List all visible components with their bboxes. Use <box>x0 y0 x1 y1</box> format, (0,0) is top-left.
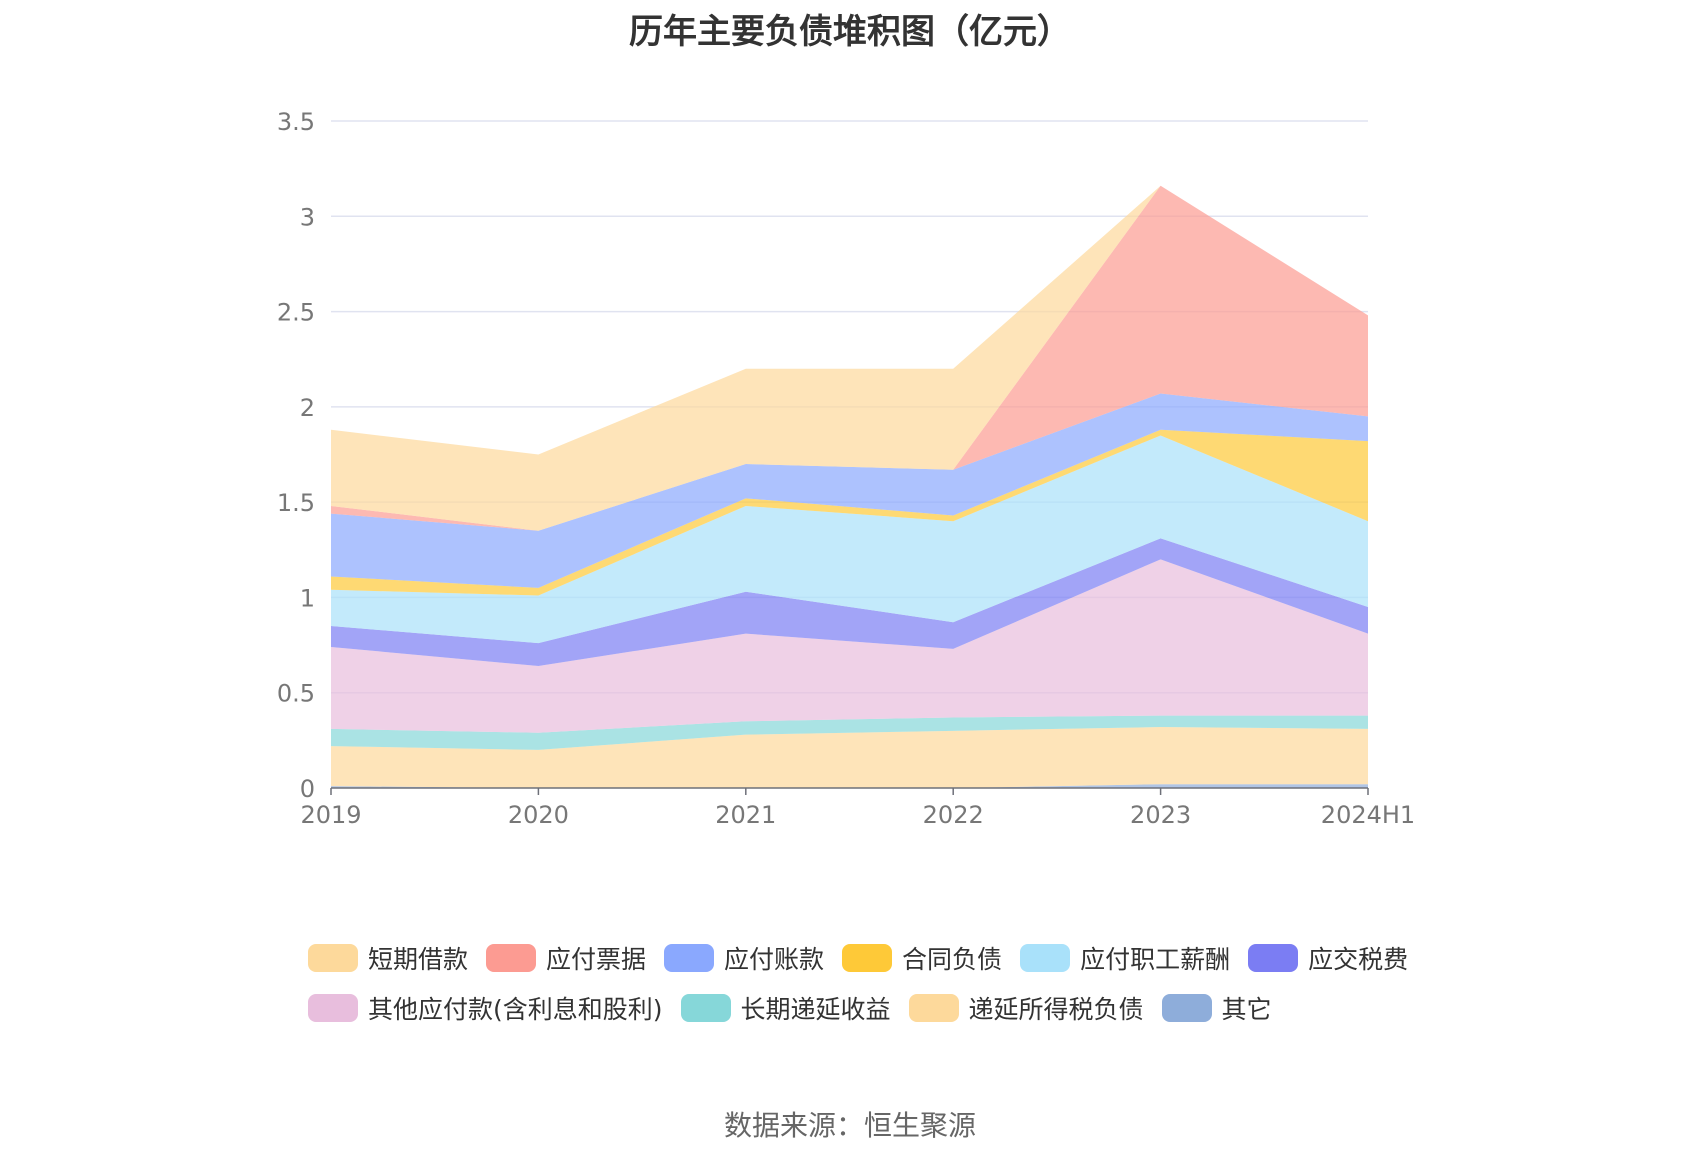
x-tick-label: 2022 <box>923 801 984 829</box>
area-series-9 <box>331 727 1368 788</box>
x-tick-label: 2020 <box>508 801 569 829</box>
legend-item[interactable]: 应付账款 <box>664 940 824 976</box>
legend-label: 应付账款 <box>724 945 825 974</box>
legend-item[interactable]: 合同负债 <box>842 940 1002 976</box>
legend-label: 递延所得税负债 <box>968 995 1144 1024</box>
legend-label: 应交税费 <box>1308 945 1409 974</box>
legend-label: 应付票据 <box>546 945 647 974</box>
legend-item[interactable]: 应付票据 <box>486 940 646 976</box>
area-series-1 <box>331 185 1368 531</box>
chart-title: 历年主要负债堆积图（亿元） <box>629 12 1071 52</box>
legend: 短期借款 应付票据 应付账款 合同负债 应付职工薪酬 应交税费其他应付款(含利息和股利) 长… <box>308 940 1468 1026</box>
area-series-7 <box>331 559 1368 733</box>
legend-item[interactable]: 应交税费 <box>1248 940 1408 976</box>
area-series-10 <box>331 784 1368 788</box>
source-note: 数据来源：恒生聚源 <box>723 1109 976 1142</box>
legend-item[interactable]: 应付职工薪酬 <box>1020 940 1230 976</box>
legend-swatch <box>908 994 959 1022</box>
legend-item[interactable]: 递延所得税负债 <box>908 990 1144 1026</box>
legend-swatch <box>486 944 537 972</box>
x-tick-label: 2024H1 <box>1321 801 1415 829</box>
legend-swatch <box>1020 944 1071 972</box>
area-series-2 <box>331 185 1368 531</box>
y-tick-label: 1 <box>300 584 315 612</box>
axes: 0 0.5 1 1.5 2 2.5 3 3.5 2019 2020 2021 2022 2023 2024… <box>277 108 1415 829</box>
area-series-group <box>331 185 1368 788</box>
y-tick-label: 3 <box>300 203 315 231</box>
legend-label: 应付职工薪酬 <box>1080 945 1231 974</box>
legend-label: 合同负债 <box>902 945 1003 974</box>
y-tick-label: 3.5 <box>277 108 315 136</box>
x-tick-label: 2021 <box>715 801 776 829</box>
legend-swatch <box>308 944 358 972</box>
legend-label: 短期借款 <box>368 945 469 974</box>
y-tick-label: 2.5 <box>277 299 315 327</box>
legend-label: 长期递延收益 <box>740 995 891 1024</box>
legend-swatch <box>680 994 731 1022</box>
area-series-3 <box>331 393 1368 588</box>
legend-item[interactable]: 短期借款 <box>308 940 468 976</box>
legend-swatch <box>842 944 893 972</box>
area-series-4 <box>331 429 1368 596</box>
legend-item[interactable]: 长期递延收益 <box>680 990 891 1026</box>
y-tick-label: 2 <box>300 394 315 422</box>
x-tick-label: 2019 <box>300 801 361 829</box>
legend-label: 其它 <box>1221 995 1272 1024</box>
legend-swatch <box>1161 994 1212 1022</box>
area-series-5 <box>331 435 1368 644</box>
legend-item[interactable]: 其他应付款(含利息和股利) <box>308 990 663 1026</box>
x-tick-label: 2023 <box>1130 801 1191 829</box>
area-series-8 <box>331 715 1368 750</box>
legend-swatch <box>664 944 715 972</box>
stacked-area-chart: 0 0.5 1 1.5 2 2.5 3 3.5 2019 2020 2021 2022 2023 2024… <box>277 108 1415 829</box>
legend-swatch <box>308 994 358 1022</box>
area-series-6 <box>331 538 1368 667</box>
legend-swatch <box>1248 944 1299 972</box>
y-tick-label: 1.5 <box>277 489 315 517</box>
legend-label: 其他应付款(含利息和股利) <box>368 995 663 1024</box>
y-tick-label: 0 <box>300 775 315 803</box>
y-tick-label: 0.5 <box>277 680 315 708</box>
legend-item[interactable]: 其它 <box>1161 990 1272 1026</box>
